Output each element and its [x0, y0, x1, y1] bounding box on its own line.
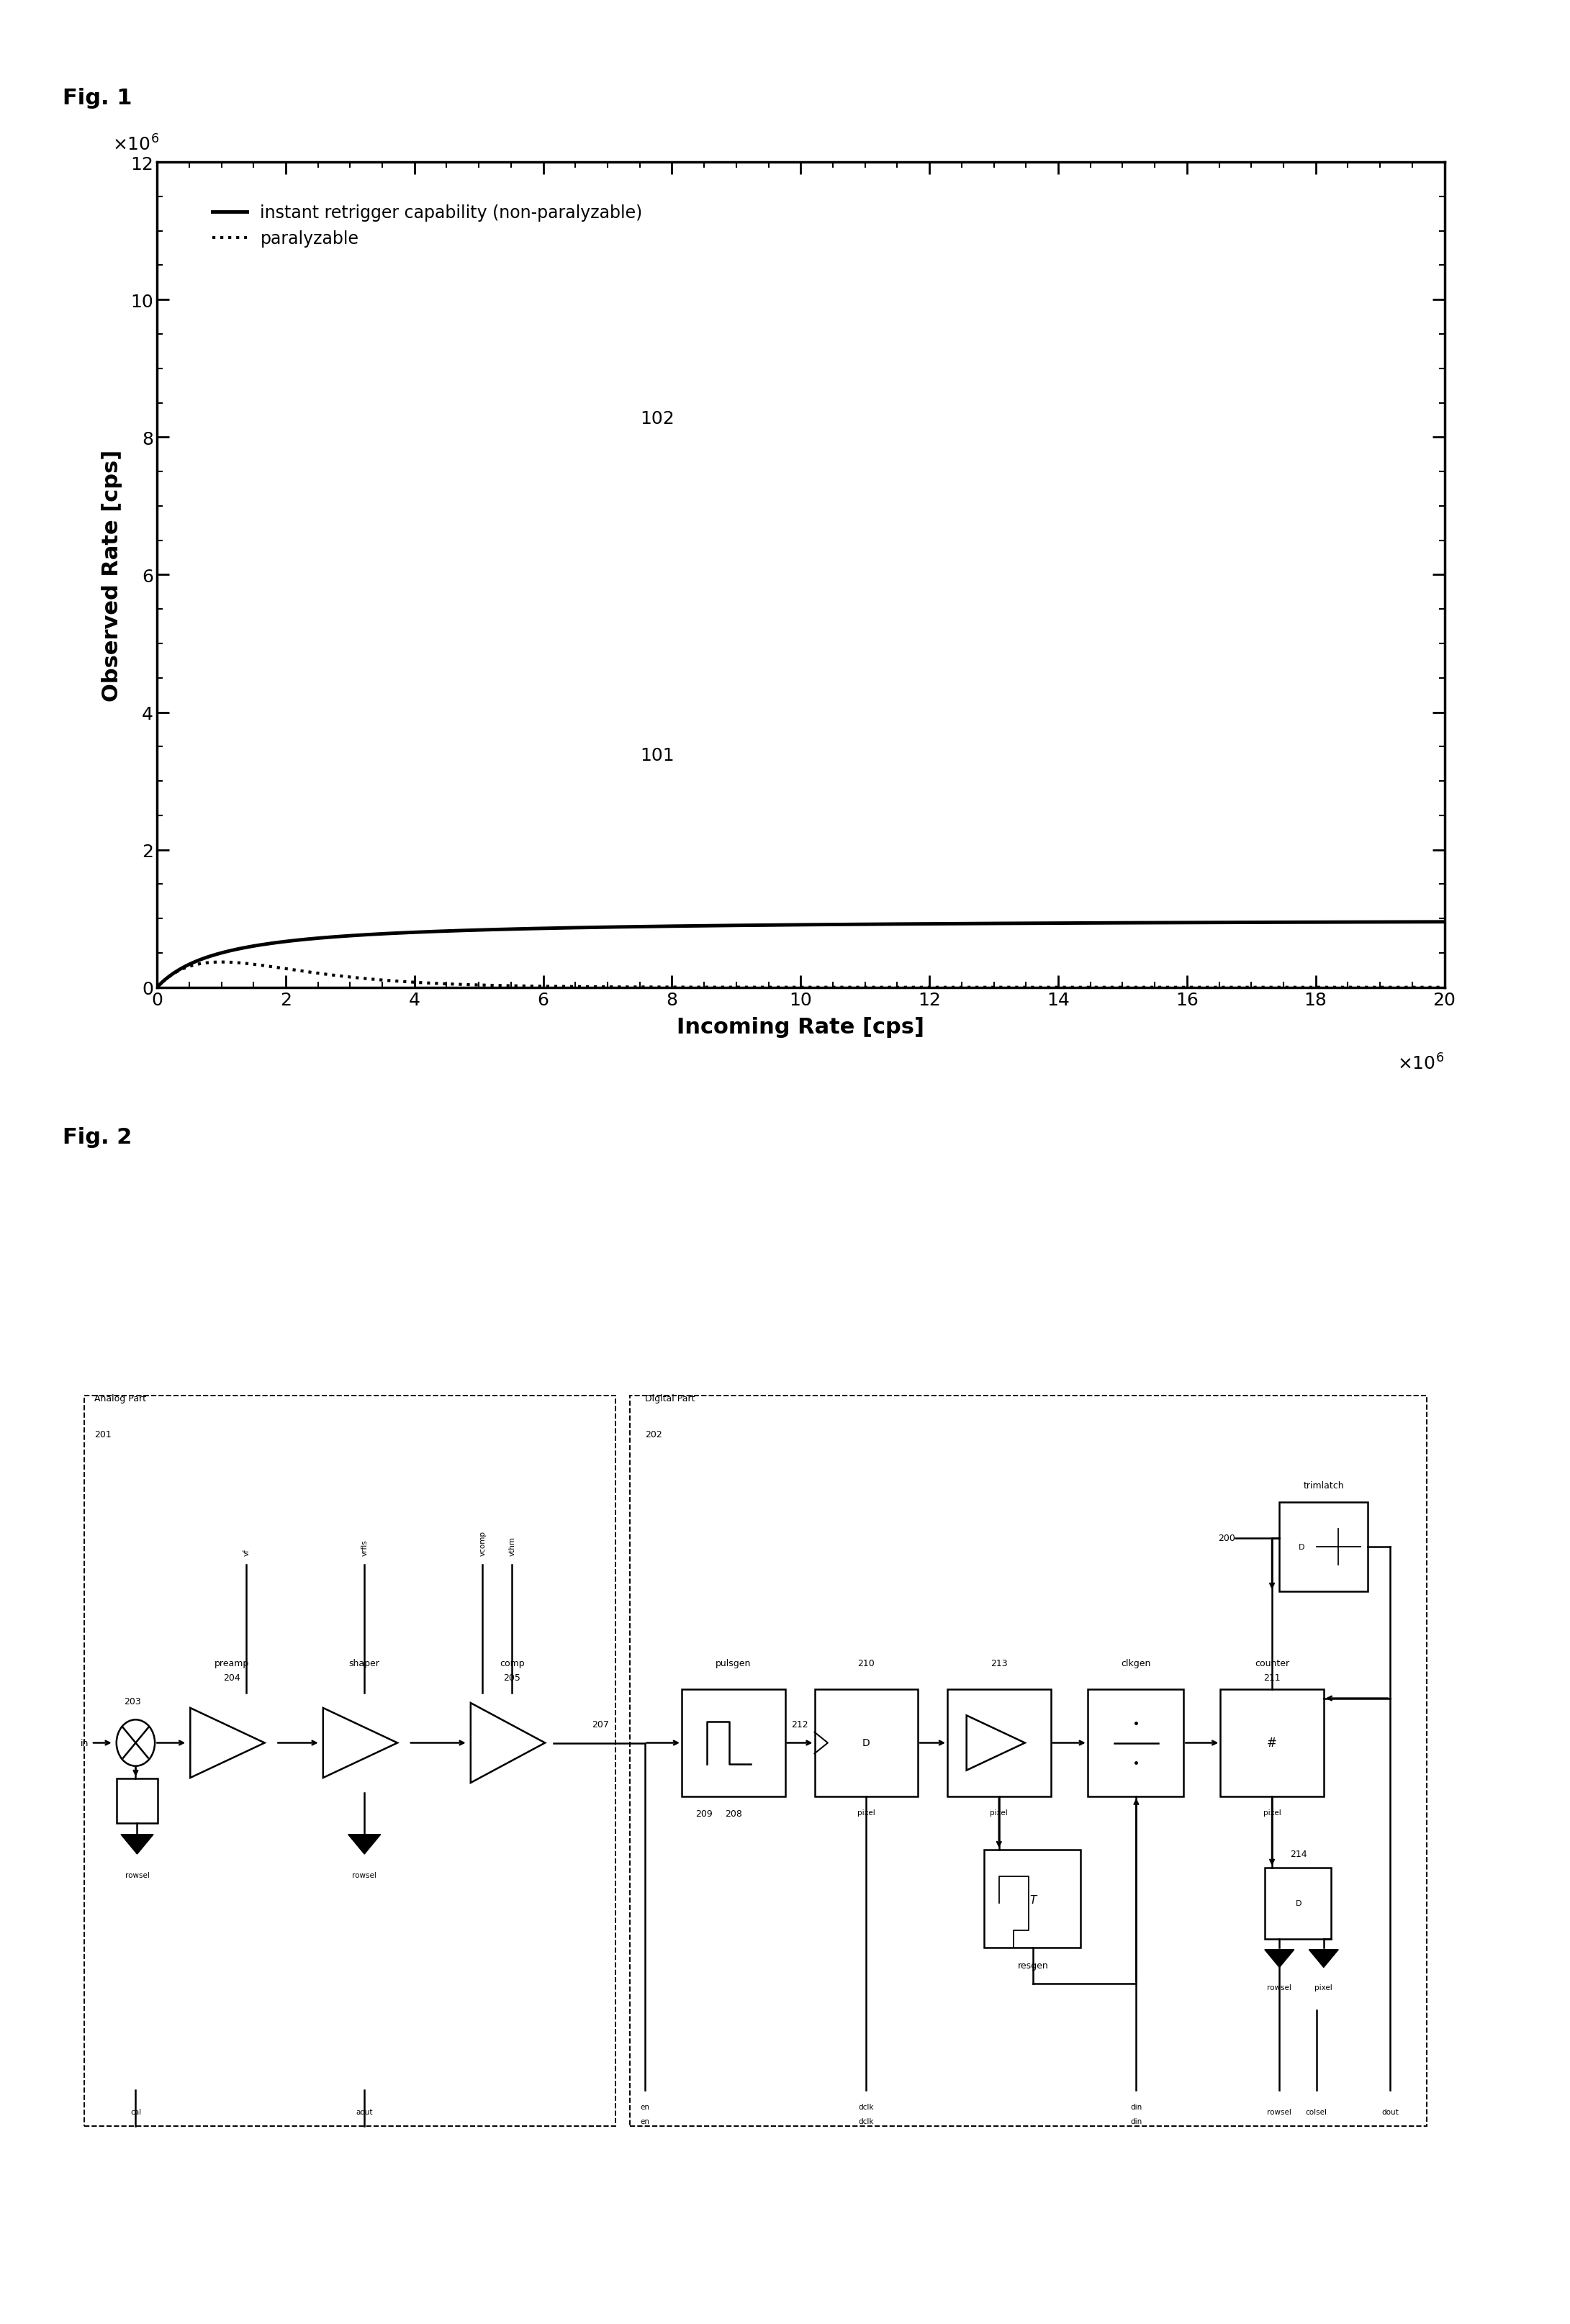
Bar [1265, 1868, 1331, 1938]
Text: dclk: dclk [859, 2103, 874, 2110]
paralyzable [212, 948, 231, 976]
Bar [630, 1394, 1427, 2126]
Bar [116, 1778, 157, 1822]
Text: din: din [1130, 2117, 1141, 2124]
Text: 206: 206 [129, 1836, 146, 1845]
Text: pixel: pixel [857, 1808, 874, 1815]
Text: rowsel: rowsel [126, 1871, 149, 1878]
Text: shaper: shaper [349, 1659, 380, 1669]
Text: 102: 102 [641, 411, 674, 428]
Text: en: en [641, 2103, 650, 2110]
paralyzable [1397, 974, 1416, 1002]
Polygon shape [349, 1834, 380, 1855]
Text: 202: 202 [645, 1429, 663, 1439]
Line: paralyzable: paralyzable [157, 962, 1444, 988]
Text: en: en [641, 2117, 650, 2124]
Text: dclk: dclk [859, 2117, 874, 2124]
Legend: instant retrigger capability (non-paralyzable), paralyzable: instant retrigger capability (non-paraly… [204, 195, 652, 256]
Text: vf: vf [243, 1548, 250, 1557]
Text: pixel: pixel [991, 1808, 1008, 1815]
paralyzable [1399, 974, 1418, 1002]
Text: rowsel: rowsel [1267, 1985, 1292, 1992]
Polygon shape [121, 1834, 154, 1855]
Text: Fig. 1: Fig. 1 [63, 88, 132, 109]
Text: $\times10^6$: $\times10^6$ [1397, 1053, 1444, 1074]
Text: 214: 214 [1291, 1850, 1308, 1859]
Text: 209: 209 [696, 1808, 713, 1817]
Text: 213: 213 [991, 1659, 1008, 1669]
Text: pixel: pixel [1264, 1808, 1281, 1815]
Text: 212: 212 [791, 1720, 809, 1729]
paralyzable [739, 974, 758, 1002]
Text: D: D [862, 1738, 870, 1748]
Text: trimlatch: trimlatch [1303, 1480, 1344, 1490]
instant retrigger capability (non-paralyzable) [1397, 909, 1416, 937]
paralyzable [1162, 974, 1181, 1002]
Text: resgen: resgen [1017, 1961, 1049, 1971]
Text: $\times10^6$: $\times10^6$ [111, 135, 159, 153]
Text: rowsel: rowsel [352, 1871, 377, 1878]
Text: rowsel: rowsel [1267, 2108, 1292, 2115]
Text: dout: dout [1382, 2108, 1399, 2115]
Text: D: D [1298, 1543, 1305, 1550]
Text: 208: 208 [725, 1808, 743, 1817]
Text: 101: 101 [641, 746, 674, 765]
instant retrigger capability (non-paralyzable) [1162, 909, 1181, 937]
Text: clkgen: clkgen [1121, 1659, 1151, 1669]
Text: vrfls: vrfls [361, 1538, 367, 1557]
Text: cal: cal [130, 2108, 141, 2115]
Text: Digital Part: Digital Part [645, 1394, 696, 1404]
instant retrigger capability (non-paralyzable) [1397, 909, 1416, 937]
Text: 211: 211 [1264, 1673, 1281, 1683]
Bar [85, 1394, 615, 2126]
Text: 204: 204 [223, 1673, 240, 1683]
Text: din: din [1130, 2103, 1141, 2110]
X-axis label: Incoming Rate [cps]: Incoming Rate [cps] [677, 1016, 925, 1037]
Bar [984, 1850, 1080, 1948]
instant retrigger capability (non-paralyzable) [739, 911, 758, 939]
Text: 200: 200 [1218, 1534, 1236, 1543]
Text: counter: counter [1254, 1659, 1289, 1669]
instant retrigger capability (non-paralyzable) [774, 911, 793, 939]
paralyzable [1435, 974, 1454, 1002]
Y-axis label: Observed Rate [cps]: Observed Rate [cps] [102, 449, 122, 702]
Text: 210: 210 [857, 1659, 874, 1669]
Text: aout: aout [356, 2108, 372, 2115]
Text: Fig. 2: Fig. 2 [63, 1127, 132, 1148]
Text: comp: comp [499, 1659, 524, 1669]
Bar [1220, 1690, 1324, 1796]
instant retrigger capability (non-paralyzable) [148, 974, 166, 1002]
Text: 201: 201 [94, 1429, 111, 1439]
instant retrigger capability (non-paralyzable) [214, 939, 232, 967]
Text: colsel: colsel [1306, 2108, 1327, 2115]
Text: 205: 205 [504, 1673, 521, 1683]
instant retrigger capability (non-paralyzable) [1435, 909, 1454, 937]
Text: pulsgen: pulsgen [716, 1659, 750, 1669]
Text: 207: 207 [592, 1720, 609, 1729]
Text: in: in [80, 1738, 88, 1748]
Line: instant retrigger capability (non-paralyzable): instant retrigger capability (non-paraly… [157, 923, 1444, 988]
Text: vthm: vthm [509, 1536, 515, 1557]
Text: preamp: preamp [214, 1659, 250, 1669]
Text: pixel: pixel [1314, 1985, 1333, 1992]
paralyzable [148, 974, 166, 1002]
Bar [947, 1690, 1050, 1796]
Text: D: D [1295, 1899, 1302, 1908]
paralyzable [774, 974, 793, 1002]
Bar [681, 1690, 785, 1796]
Bar [1088, 1690, 1184, 1796]
Text: #: # [1267, 1736, 1276, 1750]
Bar [815, 1690, 918, 1796]
Polygon shape [1265, 1950, 1294, 1968]
Text: vcomp: vcomp [479, 1532, 487, 1557]
Text: 203: 203 [124, 1697, 141, 1706]
Bar [1280, 1501, 1367, 1592]
paralyzable [214, 948, 232, 976]
Text: Analog Part: Analog Part [94, 1394, 146, 1404]
Polygon shape [1309, 1950, 1339, 1968]
Text: T: T [1030, 1894, 1036, 1906]
